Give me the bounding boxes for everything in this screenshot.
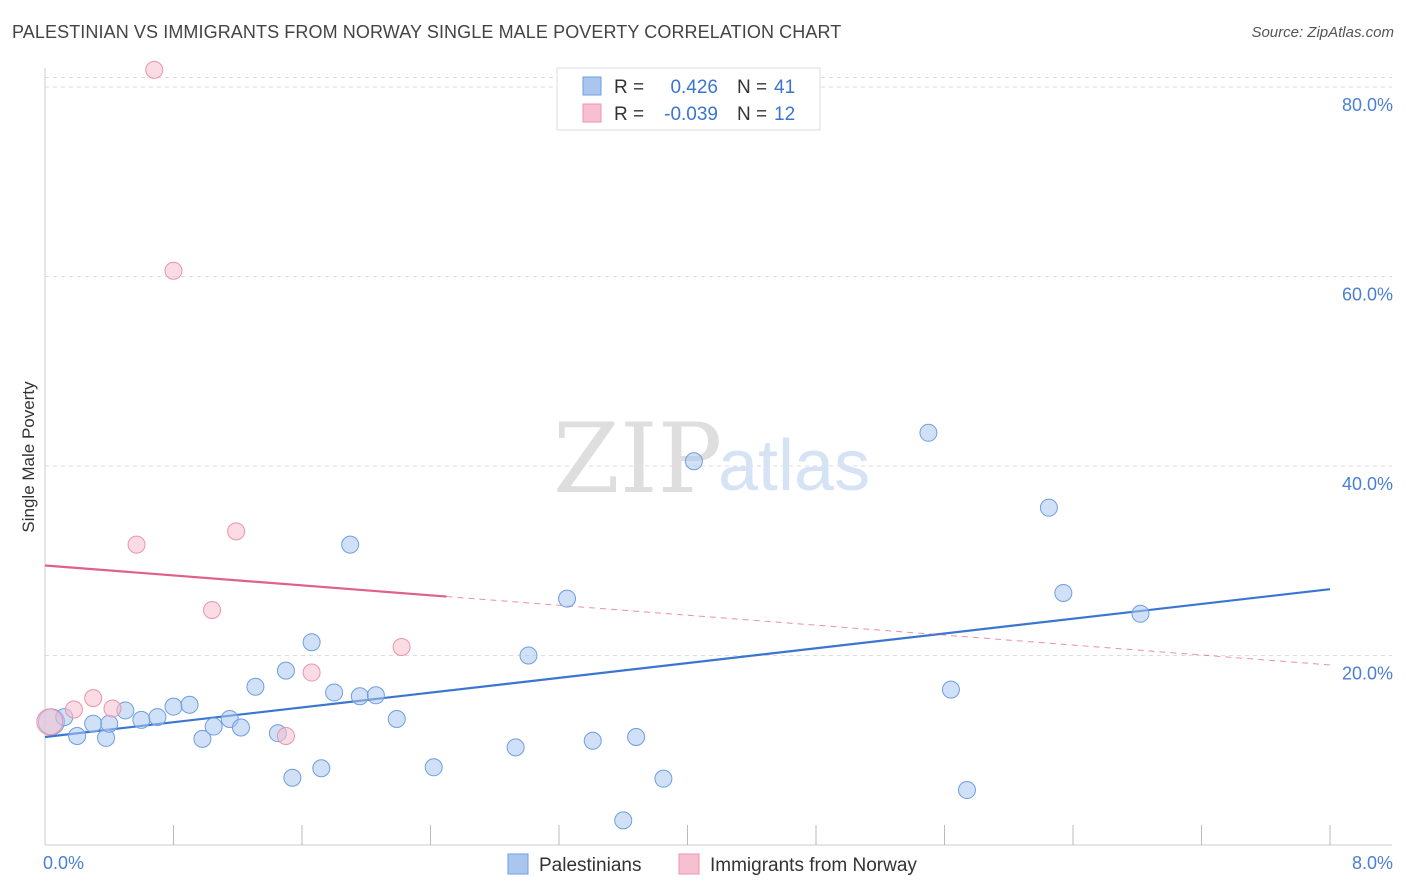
- bottom-legend-label-1: Immigrants from Norway: [710, 855, 917, 876]
- data-point-series-1: [392, 637, 411, 656]
- x-tick-label-left: 0.0%: [43, 853, 84, 873]
- data-point-series-0: [302, 633, 321, 652]
- y-tick-label: 20.0%: [1342, 663, 1393, 683]
- data-point-series-1: [103, 699, 122, 718]
- data-point-series-0: [100, 714, 119, 733]
- data-point-series-1: [276, 727, 295, 746]
- legend-n-value: 41: [774, 77, 795, 98]
- x-tick-label-right: 8.0%: [1352, 853, 1393, 873]
- data-point-series-1: [227, 522, 246, 541]
- y-tick-label: 60.0%: [1342, 284, 1393, 304]
- data-point-series-0: [325, 683, 344, 702]
- data-point-series-1: [302, 663, 321, 682]
- data-point-series-0: [366, 686, 385, 705]
- data-point-series-0: [341, 535, 360, 554]
- data-point-series-0: [684, 452, 703, 471]
- data-point-series-0: [957, 781, 976, 800]
- data-point-series-0: [132, 710, 151, 729]
- data-point-series-0: [312, 759, 331, 778]
- trendline-dashed-1: [446, 596, 1331, 666]
- data-point-series-0: [193, 729, 212, 748]
- data-point-series-0: [350, 687, 369, 706]
- chart-title: PALESTINIAN VS IMMIGRANTS FROM NORWAY SI…: [12, 22, 842, 42]
- legend-swatch-1: [582, 103, 602, 123]
- bottom-legend-swatch-0: [507, 853, 529, 875]
- data-point-series-0: [614, 811, 633, 830]
- trendlines: [44, 564, 1331, 739]
- data-point-series-0: [519, 646, 538, 665]
- gridlines: [45, 76, 1392, 656]
- y-axis-label: Single Male Poverty: [19, 381, 38, 533]
- data-point-series-0: [424, 758, 443, 777]
- data-point-series-0: [627, 727, 646, 746]
- data-point-series-1: [127, 535, 146, 554]
- y-tick-labels: 20.0% 40.0% 60.0% 80.0%: [1342, 95, 1393, 684]
- data-point-series-0: [148, 708, 167, 727]
- legend-r-label: R =: [614, 77, 644, 98]
- data-point-series-1: [36, 708, 64, 736]
- data-point-series-0: [68, 727, 87, 746]
- data-points: [36, 60, 1150, 830]
- data-point-series-0: [1131, 604, 1150, 623]
- bottom-legend: Palestinians Immigrants from Norway: [507, 853, 917, 876]
- data-point-series-0: [387, 709, 406, 728]
- data-point-series-0: [180, 695, 199, 714]
- bottom-legend-swatch-1: [678, 853, 700, 875]
- chart-source: Source: ZipAtlas.com: [1251, 24, 1394, 41]
- data-point-series-0: [558, 589, 577, 608]
- data-point-series-1: [145, 60, 164, 79]
- legend-n-label: N =: [737, 104, 767, 125]
- data-point-series-1: [164, 261, 183, 280]
- data-point-series-0: [1054, 583, 1073, 602]
- trendline-solid-1: [44, 564, 447, 598]
- x-tick-labels: 0.0% 8.0%: [43, 853, 1393, 873]
- data-point-series-0: [246, 677, 265, 696]
- y-tick-label: 40.0%: [1342, 474, 1393, 494]
- legend-r-label: R =: [614, 104, 644, 125]
- data-point-series-0: [231, 718, 250, 737]
- data-point-series-0: [1039, 498, 1058, 517]
- data-point-series-1: [203, 601, 222, 620]
- legend-n-label: N =: [737, 77, 767, 98]
- data-point-series-0: [164, 697, 183, 716]
- data-point-series-0: [583, 731, 602, 750]
- bottom-legend-label-0: Palestinians: [539, 855, 641, 876]
- legend-swatch-0: [582, 76, 602, 96]
- data-point-series-0: [506, 738, 525, 757]
- y-axis-label-group: Single Male Poverty: [19, 381, 38, 533]
- data-point-series-1: [84, 689, 103, 708]
- data-point-series-1: [64, 700, 83, 719]
- legend-r-value: 0.426: [670, 77, 718, 98]
- watermark-atlas: atlas: [718, 426, 870, 506]
- data-point-series-0: [654, 769, 673, 788]
- legend-r-value: -0.039: [664, 104, 718, 125]
- y-tick-label: 80.0%: [1342, 95, 1393, 115]
- data-point-series-0: [204, 717, 223, 736]
- data-point-series-0: [84, 714, 103, 733]
- legend-n-value: 12: [774, 104, 795, 125]
- top-legend: R = 0.426 N = 41 R = -0.039 N = 12: [556, 67, 821, 131]
- data-point-series-0: [276, 661, 295, 680]
- data-point-series-0: [941, 680, 960, 699]
- data-point-series-0: [919, 423, 938, 442]
- trendline-0: [44, 588, 1331, 739]
- data-point-series-0: [283, 768, 302, 787]
